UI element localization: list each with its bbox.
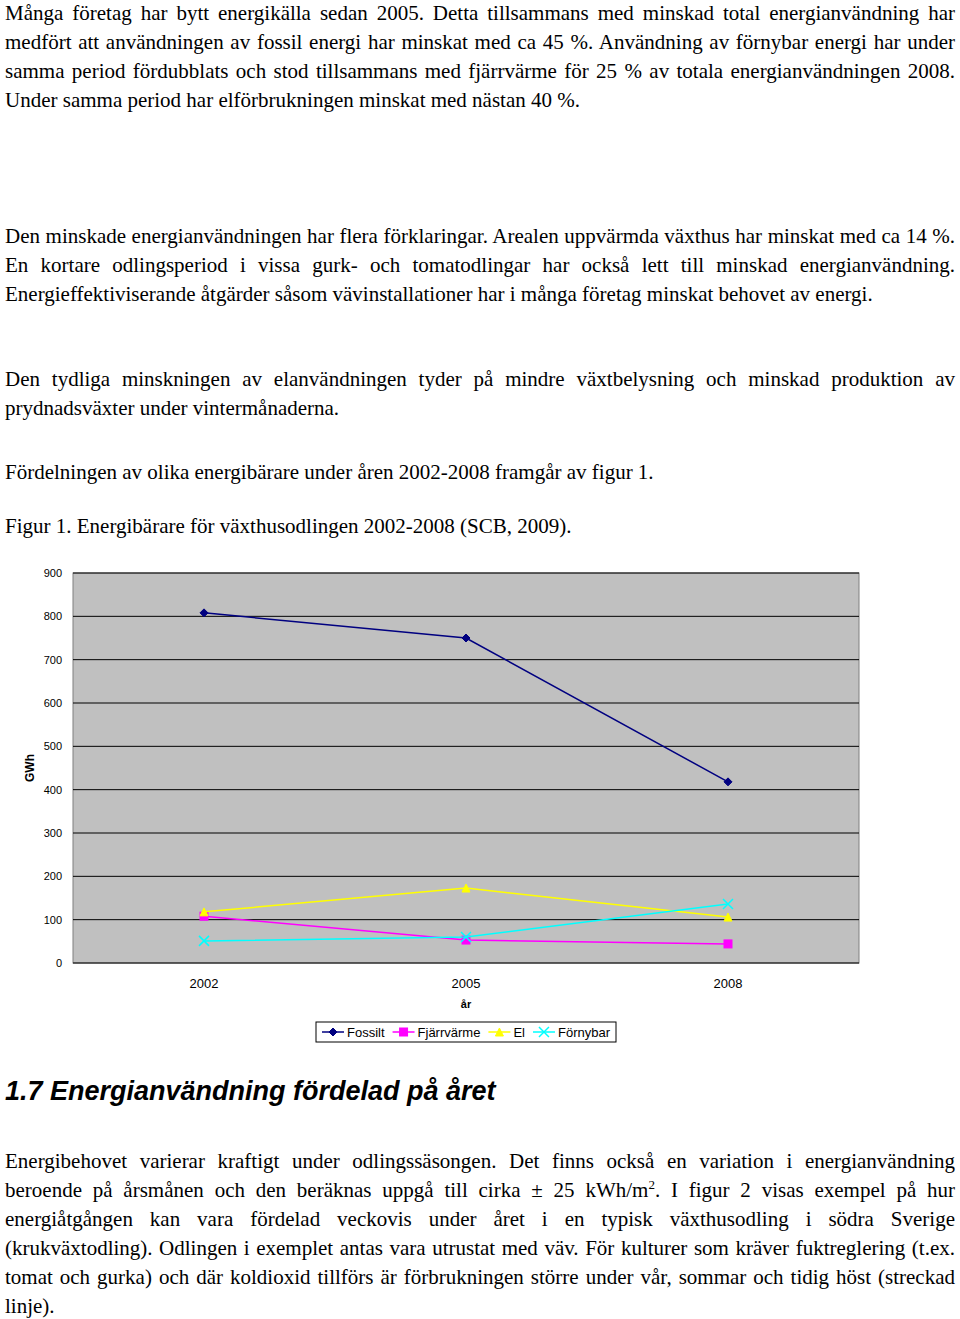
grid-line [73,789,859,790]
chart: 0 100 200 300 400 500 600 700 800 900 2002 2005 2008… [0,0,960,1319]
legend-label: Fjärrvärme [418,1025,481,1040]
legend-item: El [488,1025,525,1040]
series-line [204,904,728,941]
data-point [200,609,208,617]
y-tick-label: 0 [56,957,62,969]
legend-marker [539,1027,549,1037]
grid-line [73,746,859,747]
y-tick-label: 300 [44,827,62,839]
series-group [199,609,733,948]
y-tick-label: 600 [44,697,62,709]
y-tick-label: 900 [44,567,62,579]
x-tick-label: 2005 [452,976,481,991]
figure-caption: Figur 1. Energibärare för växthusodlinge… [5,512,955,541]
y-tick-label: 700 [44,654,62,666]
paragraph: Den tydliga minskningen av elanvändninge… [5,365,955,423]
grid-line [73,919,859,920]
grid-line [73,963,859,964]
legend-marker [400,1028,408,1036]
section-heading: 1.7 Energianvändning fördelad på året [5,1076,955,1107]
paragraph: Många företag har bytt energikälla sedan… [5,0,955,115]
y-tick-label: 100 [44,914,62,926]
data-point [199,936,209,946]
legend-item: Förnybar [533,1025,611,1040]
y-tick-label: 500 [44,740,62,752]
y-tick-label: 400 [44,784,62,796]
y-axis-label: GWh [23,754,37,782]
data-point [724,913,732,921]
data-point [462,884,470,892]
grid-line [73,573,859,574]
paragraph: Den minskade energianvändningen har fler… [5,222,955,309]
legend-item: Fjärrvärme [393,1025,481,1040]
grid-line [73,703,859,704]
legend-box [316,1022,616,1042]
legend-label: Fossilt [347,1025,385,1040]
grid-line [73,833,859,834]
data-point [724,940,732,948]
data-point [461,932,471,942]
y-tick-label: 800 [44,610,62,622]
paragraph: Fördelningen av olika energibärare under… [5,458,955,487]
grid-line [73,659,859,660]
legend-label: El [513,1025,525,1040]
legend-marker [329,1028,337,1036]
data-point [723,899,733,909]
x-tick-label: 2008 [714,976,743,991]
plot-area [73,573,859,963]
legend: Fossilt Fjärrvärme El Förnybar [316,1022,616,1042]
x-axis-label: år [461,998,472,1010]
legend-label: Förnybar [558,1025,611,1040]
data-point [462,634,470,642]
data-point [724,778,732,786]
grid-line [73,876,859,877]
data-point [200,908,208,916]
superscript: 2 [648,1177,655,1192]
legend-marker [495,1028,503,1036]
grid-line [73,616,859,617]
y-tick-label: 200 [44,870,62,882]
legend-item: Fossilt [322,1025,385,1040]
series-line [204,613,728,782]
paragraph: Energibehovet varierar kraftigt under od… [5,1147,955,1319]
x-tick-label: 2002 [190,976,219,991]
